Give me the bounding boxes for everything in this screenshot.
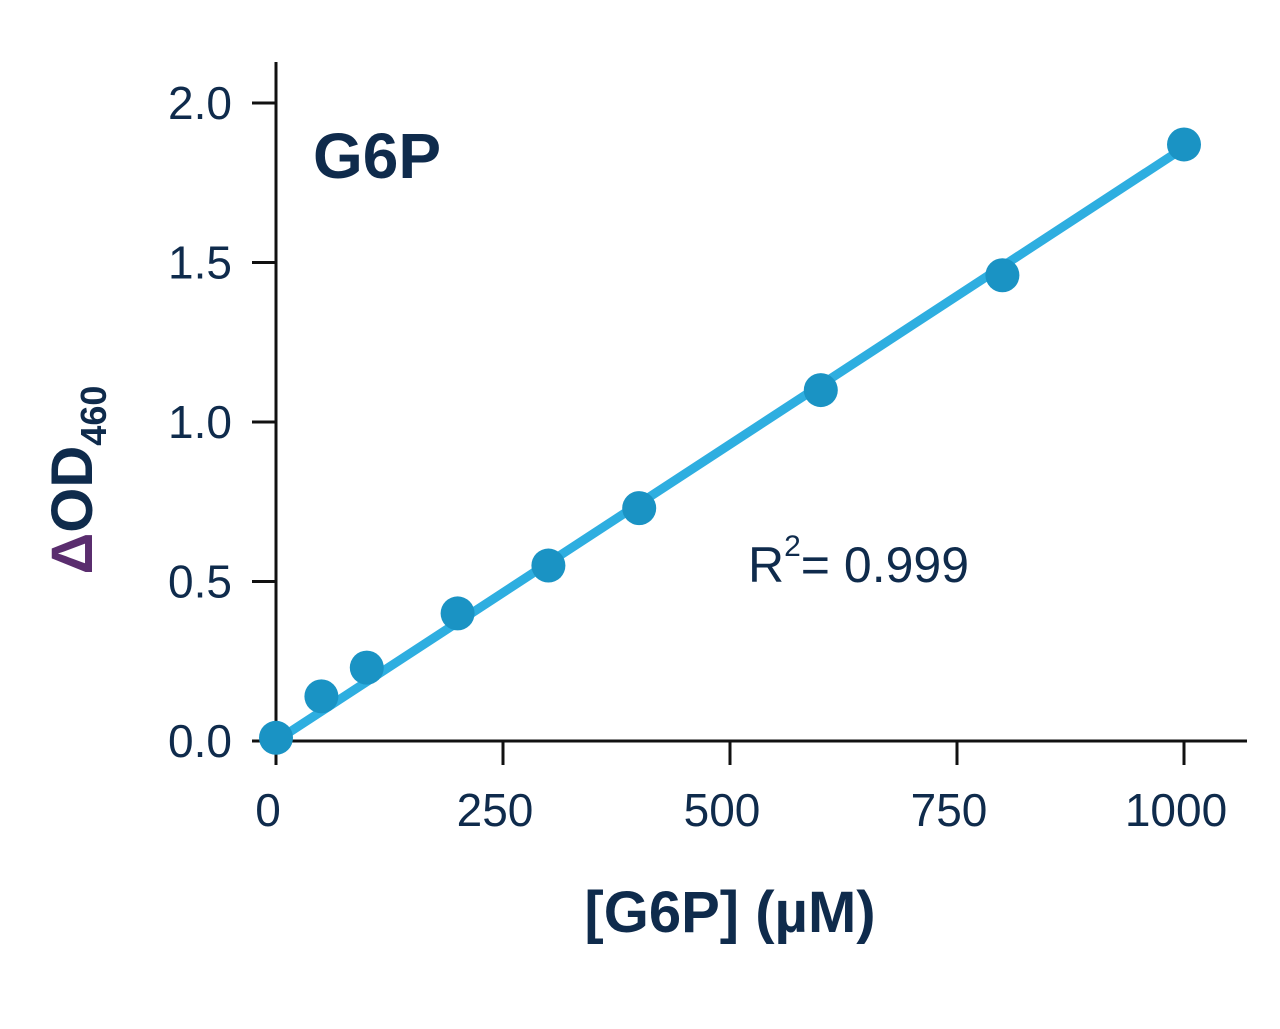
y-axis-label-main: OD (40, 446, 105, 533)
x-axis-label: [G6P] (µM) (584, 880, 875, 945)
x-tick-label: 250 (457, 784, 534, 836)
x-tick-label: 750 (911, 784, 988, 836)
y-tick-label: 0.0 (168, 715, 232, 767)
y-tick-label: 0.5 (168, 556, 232, 608)
y-tick-label: 1.5 (168, 237, 232, 289)
data-points-layer (259, 127, 1201, 755)
y-tick-label: 2.0 (168, 77, 232, 129)
data-point (985, 258, 1020, 293)
data-point (1167, 127, 1201, 162)
data-point (349, 650, 384, 685)
data-point (803, 373, 838, 408)
y-axis-label: ΔOD460 (40, 386, 114, 575)
data-point (531, 548, 566, 583)
data-point (304, 679, 339, 714)
r2-value: = 0.999 (801, 537, 969, 593)
y-axis-label-group: ΔOD460 (40, 386, 114, 575)
axes-layer: 0.0 0.5 1.0 1.5 2.0 0 250 500 750 1000 (168, 62, 1247, 836)
x-tick-label: 500 (684, 784, 761, 836)
fit-line (271, 143, 1189, 746)
y-axis-label-delta: Δ (40, 533, 105, 575)
r2-prefix: R (748, 537, 784, 593)
r2-superscript: 2 (784, 530, 801, 563)
chart-title: G6P (313, 120, 441, 192)
data-point (259, 720, 293, 755)
y-axis-label-subscript: 460 (73, 386, 114, 446)
x-tick-label: 1000 (1125, 784, 1227, 836)
r2-annotation: R2= 0.999 (748, 530, 969, 593)
data-point (622, 491, 657, 526)
fit-line-layer (271, 143, 1189, 746)
data-point (440, 596, 475, 631)
x-tick-label: 0 (255, 784, 281, 836)
y-tick-label: 1.0 (168, 396, 232, 448)
